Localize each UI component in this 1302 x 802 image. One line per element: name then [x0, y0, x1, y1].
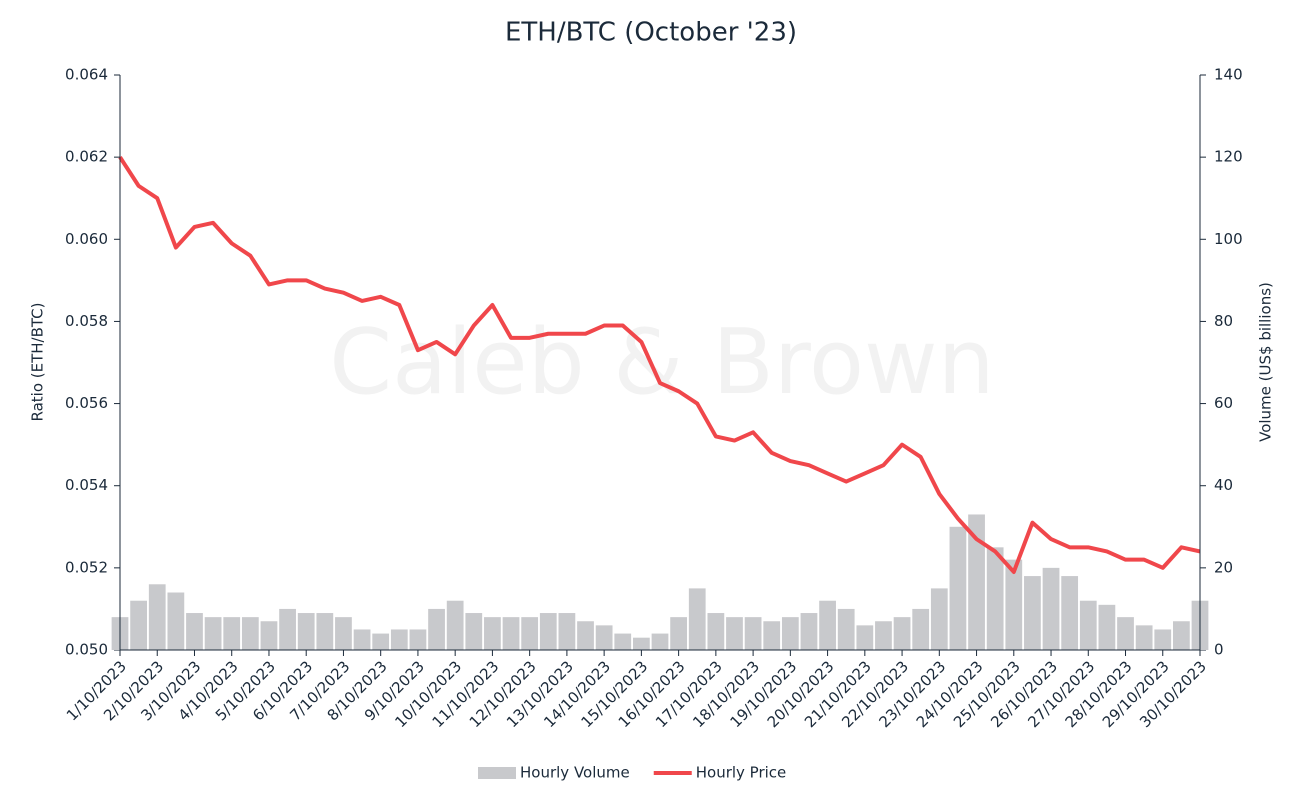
price-line — [118, 156, 1201, 574]
volume-bar — [186, 613, 203, 650]
volume-bar — [875, 621, 892, 650]
volume-bar — [1117, 617, 1134, 650]
volume-bar — [726, 617, 743, 650]
volume-bar — [241, 617, 259, 650]
volume-bar — [502, 617, 520, 650]
volume-bar — [1173, 621, 1190, 650]
volume-bar — [781, 617, 799, 650]
legend-swatch — [478, 767, 516, 779]
legend-label: Hourly Volume — [520, 764, 630, 782]
volume-bar — [1061, 576, 1079, 650]
volume-bar — [484, 617, 501, 650]
volume-bar — [763, 621, 781, 650]
y2-axis-label: Volume (US$ billions) — [1257, 282, 1275, 442]
y-tick-label: 0.056 — [65, 394, 108, 412]
volume-bar — [390, 629, 408, 650]
volume-bar — [539, 613, 557, 650]
volume-bar — [130, 600, 147, 650]
volume-bar — [688, 588, 706, 650]
volume-bar — [800, 613, 818, 650]
volume-bar — [446, 600, 464, 650]
volume-bar — [353, 629, 371, 650]
y2-tick-label: 80 — [1214, 312, 1233, 330]
y-tick-label: 0.062 — [65, 148, 108, 166]
y-tick-label: 0.050 — [65, 641, 108, 659]
volume-bar — [912, 608, 930, 650]
y2-tick-label: 0 — [1214, 641, 1224, 659]
volume-bar — [949, 526, 967, 650]
volume-bar — [930, 588, 948, 650]
volume-bar — [1098, 604, 1116, 650]
volume-bar — [279, 608, 296, 650]
volume-bar — [893, 617, 911, 650]
volume-bar — [595, 625, 613, 650]
volume-bar — [465, 613, 483, 650]
volume-bar — [1079, 600, 1097, 650]
y-tick-label: 0.058 — [65, 312, 108, 330]
volume-bar — [614, 633, 632, 650]
y2-tick-label: 60 — [1214, 394, 1233, 412]
y2-tick-label: 140 — [1214, 66, 1243, 84]
chart-title: ETH/BTC (October '23) — [505, 18, 797, 48]
volume-bar — [297, 613, 315, 650]
y2-tick-label: 20 — [1214, 558, 1233, 576]
y-tick-label: 0.052 — [65, 558, 108, 576]
y2-tick-label: 100 — [1214, 230, 1243, 248]
volume-bar — [223, 617, 241, 650]
y-tick-label: 0.054 — [65, 476, 108, 494]
volume-bar — [707, 613, 725, 650]
y-tick-label: 0.064 — [65, 66, 108, 84]
volume-bar — [1005, 559, 1023, 650]
volume-bar — [577, 621, 594, 650]
volume-bar — [428, 608, 445, 650]
volume-bar — [148, 584, 166, 650]
volume-bar — [335, 617, 352, 650]
y-axis-label: Ratio (ETH/BTC) — [29, 302, 47, 421]
legend-label: Hourly Price — [696, 764, 787, 782]
volume-bar — [651, 633, 669, 650]
volume-bar — [1042, 567, 1060, 650]
volume-bar — [558, 613, 576, 650]
volume-bar — [204, 617, 222, 650]
y-tick-label: 0.060 — [65, 230, 108, 248]
volume-bar — [409, 629, 427, 650]
volume-bar — [670, 617, 687, 650]
watermark: Caleb & Brown — [329, 310, 994, 415]
volume-bar — [633, 637, 650, 650]
volume-bar — [819, 600, 836, 650]
volume-bar — [167, 592, 185, 650]
volume-bar — [260, 621, 278, 650]
volume-bar — [316, 613, 334, 650]
y2-tick-label: 40 — [1214, 476, 1233, 494]
volume-bar — [1024, 576, 1041, 650]
volume-bar — [744, 617, 762, 650]
volume-bar — [968, 514, 985, 650]
volume-bar — [1154, 629, 1172, 650]
volume-bar — [1135, 625, 1153, 650]
volume-bar — [986, 547, 1004, 650]
y2-tick-label: 120 — [1214, 148, 1243, 166]
volume-bar — [372, 633, 390, 650]
volume-bar — [856, 625, 874, 650]
volume-bar — [521, 617, 539, 650]
volume-bar — [837, 608, 855, 650]
